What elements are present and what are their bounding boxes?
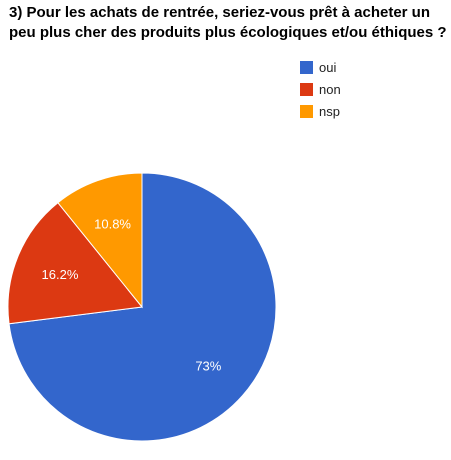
- data-label-non: 16.2%: [42, 267, 79, 282]
- data-label-oui: 73%: [195, 358, 221, 373]
- legend-swatch-oui: [300, 61, 313, 74]
- legend-label-nsp: nsp: [319, 104, 340, 119]
- chart-title-line-2: peu plus cher des produits plus écologiq…: [9, 24, 447, 41]
- chart-title: 3) Pour les achats de rentrée, seriez-vo…: [9, 3, 449, 43]
- legend-swatch-nsp: [300, 105, 313, 118]
- legend[interactable]: oui non nsp: [300, 60, 341, 119]
- chart-title-line-1: 3) Pour les achats de rentrée, seriez-vo…: [9, 4, 430, 21]
- legend-item-oui[interactable]: oui: [300, 60, 336, 75]
- pie-slice-non[interactable]: [7, 201, 143, 325]
- legend-item-non[interactable]: non: [300, 82, 341, 97]
- legend-label-non: non: [319, 82, 341, 97]
- pie-data-labels: 73% 16.2% 10.8%: [42, 217, 222, 374]
- legend-label-oui: oui: [319, 60, 336, 75]
- data-label-nsp: 10.8%: [94, 217, 131, 232]
- pie-slice-nsp[interactable]: [57, 172, 143, 309]
- legend-swatch-non: [300, 83, 313, 96]
- pie-slices: [7, 172, 277, 442]
- legend-item-nsp[interactable]: nsp: [300, 104, 340, 119]
